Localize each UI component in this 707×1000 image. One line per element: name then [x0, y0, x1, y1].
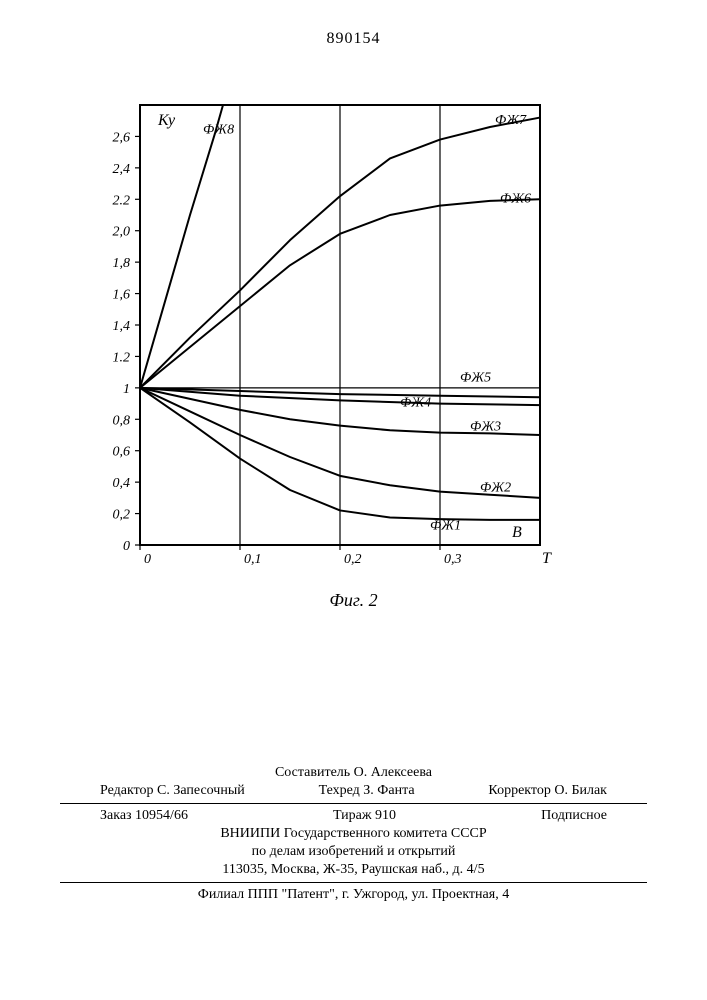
- chart-container: 0 0,2 0,4 0,6 0,8 1 1.2 1,4 1,6 1,8 2,0 2.2 2,4 2,6 0 0…: [85, 95, 555, 590]
- svg-text:ФЖ1: ФЖ1: [430, 518, 461, 533]
- org-line-2: по делам изобретений и открытий: [60, 844, 647, 860]
- svg-text:0: 0: [123, 539, 130, 554]
- compiler-line: Составитель О. Алексеева: [60, 765, 647, 781]
- svg-text:Ку: Ку: [157, 112, 176, 129]
- branch-line: Филиал ППП "Патент", г. Ужгород, ул. Про…: [60, 887, 647, 903]
- svg-text:1.2: 1.2: [113, 350, 131, 365]
- print-run: Тираж 910: [333, 808, 396, 824]
- svg-text:ФЖ8: ФЖ8: [203, 122, 234, 137]
- rule-2: [60, 882, 647, 883]
- svg-text:1,6: 1,6: [113, 288, 131, 303]
- svg-text:0,6: 0,6: [113, 445, 131, 460]
- document-number: 890154: [0, 30, 707, 48]
- svg-text:ФЖ2: ФЖ2: [480, 481, 511, 496]
- corrector: Корректор О. Билак: [488, 783, 607, 799]
- svg-text:Т: Т: [542, 550, 552, 567]
- address-line: 113035, Москва, Ж-35, Раушская наб., д. …: [60, 862, 647, 878]
- tech-editor: Техред З. Фанта: [319, 783, 415, 799]
- svg-text:0,1: 0,1: [244, 552, 262, 567]
- order-number: Заказ 10954/66: [100, 808, 188, 824]
- svg-text:2,6: 2,6: [113, 130, 131, 145]
- svg-text:0,2: 0,2: [113, 508, 131, 523]
- svg-text:0,4: 0,4: [113, 476, 131, 491]
- svg-text:ФЖ6: ФЖ6: [500, 191, 531, 206]
- svg-text:1,8: 1,8: [113, 256, 131, 271]
- editor-row: Редактор С. Запесочный Техред З. Фанта К…: [100, 783, 607, 799]
- svg-text:1: 1: [123, 382, 130, 397]
- subscription: Подписное: [541, 808, 607, 824]
- svg-text:0,2: 0,2: [344, 552, 362, 567]
- org-line-1: ВНИИПИ Государственного комитета СССР: [60, 826, 647, 842]
- svg-text:0: 0: [144, 552, 151, 567]
- figure-caption: Фиг. 2: [0, 590, 707, 611]
- editor: Редактор С. Запесочный: [100, 783, 245, 799]
- print-row: Заказ 10954/66 Тираж 910 Подписное: [100, 808, 607, 824]
- svg-text:ФЖ3: ФЖ3: [470, 419, 501, 434]
- svg-text:1,4: 1,4: [113, 319, 131, 334]
- page: 890154 0 0,2 0,4 0,6 0,8 1 1.2 1,4 1,6 1,8 2,0 2.2 2…: [0, 0, 707, 1000]
- svg-text:В: В: [512, 524, 522, 541]
- svg-text:ФЖ7: ФЖ7: [495, 113, 527, 128]
- svg-text:2,0: 2,0: [113, 225, 131, 240]
- svg-text:0,8: 0,8: [113, 413, 131, 428]
- svg-text:ФЖ4: ФЖ4: [400, 396, 431, 411]
- line-chart: 0 0,2 0,4 0,6 0,8 1 1.2 1,4 1,6 1,8 2,0 2.2 2,4 2,6 0 0…: [85, 95, 555, 585]
- rule-1: [60, 803, 647, 804]
- svg-text:2,4: 2,4: [113, 162, 131, 177]
- colophon: Составитель О. Алексеева Редактор С. Зап…: [60, 763, 647, 905]
- svg-text:ФЖ5: ФЖ5: [460, 371, 491, 386]
- svg-text:2.2: 2.2: [113, 193, 131, 208]
- svg-text:0,3: 0,3: [444, 552, 462, 567]
